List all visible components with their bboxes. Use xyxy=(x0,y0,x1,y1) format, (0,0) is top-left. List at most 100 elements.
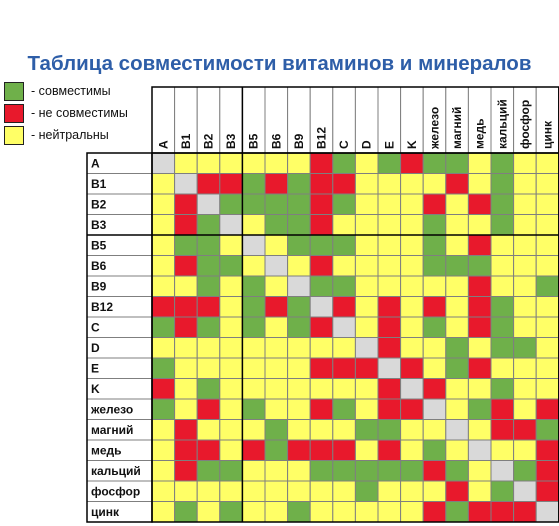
cell-neutral xyxy=(354,173,379,195)
cell-neutral xyxy=(513,398,537,420)
cell-neutral xyxy=(287,460,311,482)
cell-incompatible xyxy=(377,337,402,359)
cell-self xyxy=(467,439,492,461)
cell-neutral xyxy=(513,357,537,379)
cell-neutral xyxy=(467,378,492,400)
cell-compatible xyxy=(241,316,266,338)
cell-compatible xyxy=(264,193,289,215)
legend-swatch-neutral xyxy=(4,126,24,145)
cell-self xyxy=(287,275,311,297)
col-label: D xyxy=(360,140,374,149)
cell-incompatible xyxy=(196,439,221,461)
cell-compatible xyxy=(196,275,221,297)
cell-compatible xyxy=(174,501,198,523)
cell-neutral xyxy=(332,337,356,359)
col-label: E xyxy=(382,141,396,149)
cell-incompatible xyxy=(422,501,447,523)
cell-neutral xyxy=(535,337,559,359)
cell-incompatible xyxy=(332,173,356,195)
cell-neutral xyxy=(241,480,266,502)
cell-neutral xyxy=(354,501,379,523)
cell-incompatible xyxy=(467,275,492,297)
cell-compatible xyxy=(332,234,356,256)
col-label: K xyxy=(405,140,419,149)
cell-neutral xyxy=(513,316,537,338)
cell-neutral xyxy=(196,152,221,174)
cell-incompatible xyxy=(422,460,447,482)
col-label: C xyxy=(337,140,351,149)
cell-compatible xyxy=(445,460,469,482)
cell-neutral xyxy=(467,152,492,174)
cell-neutral xyxy=(467,419,492,441)
cell-neutral xyxy=(354,214,379,236)
cell-neutral xyxy=(535,296,559,318)
cell-incompatible xyxy=(377,316,402,338)
cell-neutral xyxy=(535,378,559,400)
legend-label-incompatible: - не совместимы xyxy=(31,106,128,120)
cell-compatible xyxy=(513,337,537,359)
cell-neutral xyxy=(309,419,334,441)
cell-neutral xyxy=(422,480,447,502)
cell-neutral xyxy=(309,378,334,400)
cell-neutral xyxy=(241,152,266,174)
cell-neutral xyxy=(287,152,311,174)
cell-compatible xyxy=(309,234,334,256)
cell-self xyxy=(151,152,176,174)
cell-neutral xyxy=(309,337,334,359)
cell-neutral xyxy=(219,398,243,420)
cell-incompatible xyxy=(196,296,221,318)
cell-neutral xyxy=(400,419,424,441)
cell-incompatible xyxy=(332,296,356,318)
cell-incompatible xyxy=(467,234,492,256)
cell-compatible xyxy=(264,419,289,441)
cell-compatible xyxy=(219,501,243,523)
cell-incompatible xyxy=(287,439,311,461)
cell-neutral xyxy=(400,480,424,502)
cell-neutral xyxy=(309,501,334,523)
cell-neutral xyxy=(377,193,402,215)
cell-compatible xyxy=(467,398,492,420)
cell-incompatible xyxy=(309,398,334,420)
cell-neutral xyxy=(174,480,198,502)
cell-self xyxy=(535,501,559,523)
cell-compatible xyxy=(196,255,221,277)
cell-incompatible xyxy=(400,357,424,379)
cell-compatible xyxy=(287,214,311,236)
cell-compatible xyxy=(151,316,176,338)
cell-self xyxy=(219,214,243,236)
cell-neutral xyxy=(513,378,537,400)
cell-incompatible xyxy=(174,460,198,482)
cell-neutral xyxy=(241,357,266,379)
row-label: K xyxy=(91,382,100,396)
cell-neutral xyxy=(513,234,537,256)
cell-incompatible xyxy=(490,501,515,523)
cell-compatible xyxy=(287,173,311,195)
cell-compatible xyxy=(354,460,379,482)
row-label: D xyxy=(91,341,100,355)
cell-neutral xyxy=(400,255,424,277)
cell-neutral xyxy=(513,214,537,236)
cell-neutral xyxy=(219,439,243,461)
cell-neutral xyxy=(241,501,266,523)
cell-neutral xyxy=(264,501,289,523)
cell-neutral xyxy=(490,439,515,461)
cell-neutral xyxy=(264,357,289,379)
cell-compatible xyxy=(241,193,266,215)
cell-compatible xyxy=(535,419,559,441)
row-label: E xyxy=(91,361,99,375)
cell-neutral xyxy=(151,460,176,482)
cell-compatible xyxy=(151,357,176,379)
cell-neutral xyxy=(264,398,289,420)
cell-incompatible xyxy=(467,193,492,215)
cell-incompatible xyxy=(174,419,198,441)
cell-compatible xyxy=(287,193,311,215)
cell-neutral xyxy=(513,255,537,277)
cell-neutral xyxy=(264,378,289,400)
cell-compatible xyxy=(490,378,515,400)
cell-neutral xyxy=(445,214,469,236)
cell-compatible xyxy=(445,501,469,523)
cell-compatible xyxy=(241,173,266,195)
cell-neutral xyxy=(264,460,289,482)
cell-compatible xyxy=(309,275,334,297)
cell-neutral xyxy=(219,316,243,338)
